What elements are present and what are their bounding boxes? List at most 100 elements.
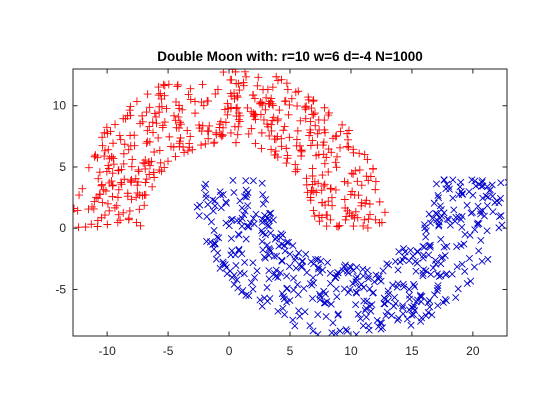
class-a-plus-marker — [360, 150, 369, 159]
class-a-plus-marker — [145, 137, 154, 146]
class-a-plus-marker — [297, 147, 306, 156]
class-a-plus-marker — [126, 102, 135, 111]
class-a-plus-marker — [144, 157, 153, 166]
class-a-plus-marker — [312, 188, 321, 197]
class-b-x-marker — [440, 209, 448, 217]
class-b-x-marker — [465, 254, 473, 262]
class-b-x-marker — [504, 178, 507, 186]
class-b-x-marker — [285, 262, 293, 270]
class-a-plus-marker — [343, 129, 352, 138]
class-b-x-marker — [365, 302, 374, 310]
class-b-x-marker — [258, 238, 266, 246]
class-a-plus-marker — [234, 115, 243, 124]
class-b-x-marker — [426, 241, 434, 249]
class-a-plus-marker — [211, 89, 220, 98]
class-a-plus-marker — [195, 121, 204, 130]
class-b-x-marker — [247, 279, 256, 287]
class-a-plus-marker — [140, 159, 149, 168]
class-b-x-marker — [359, 265, 367, 273]
class-b-x-marker — [425, 296, 433, 304]
class-a-plus-marker — [309, 206, 318, 215]
class-a-plus-marker — [186, 132, 195, 141]
class-a-plus-marker — [132, 218, 141, 227]
class-a-plus-marker — [365, 199, 374, 208]
class-a-plus-marker — [110, 203, 119, 212]
class-a-plus-marker — [325, 108, 334, 117]
class-b-x-marker — [209, 196, 217, 204]
class-b-x-marker — [477, 182, 485, 190]
class-b-x-marker — [215, 234, 223, 242]
class-a-plus-marker — [322, 153, 331, 162]
class-b-x-marker — [281, 311, 289, 319]
class-a-plus-marker — [322, 210, 331, 219]
y-tick-label: 10 — [53, 99, 67, 113]
class-b-x-marker — [390, 293, 398, 301]
class-b-x-marker — [314, 311, 322, 319]
class-b-x-marker — [389, 281, 397, 289]
class-b-x-marker — [261, 254, 269, 262]
class-a-plus-marker — [321, 128, 330, 137]
class-b-x-marker — [477, 210, 485, 218]
class-a-plus-marker — [145, 103, 154, 112]
class-b-x-marker — [256, 296, 264, 304]
class-b-x-marker — [219, 260, 227, 268]
class-b-x-marker — [484, 255, 492, 263]
class-b-x-marker — [409, 304, 417, 312]
class-a-plus-marker — [117, 180, 126, 189]
class-b-x-marker — [435, 221, 443, 229]
class-b-x-marker — [264, 297, 272, 305]
class-a-plus-marker — [133, 181, 142, 190]
class-a-plus-marker — [301, 103, 310, 112]
class-b-x-marker — [242, 186, 250, 194]
class-a-plus-marker — [107, 152, 116, 161]
class-b-x-marker — [380, 300, 388, 308]
class-b-x-marker — [334, 311, 342, 319]
class-a-plus-marker — [176, 133, 185, 142]
class-b-x-marker — [274, 307, 282, 315]
class-b-x-marker — [308, 281, 316, 289]
class-a-plus-marker — [216, 117, 225, 126]
class-b-x-marker — [495, 213, 503, 221]
class-b-x-marker — [207, 218, 215, 226]
class-a-plus-marker — [375, 218, 384, 227]
class-a-plus-marker — [371, 177, 380, 186]
class-b-x-marker — [419, 254, 427, 262]
class-a-plus-marker — [204, 134, 213, 143]
class-a-plus-marker — [344, 143, 353, 152]
class-b-x-marker — [273, 233, 281, 241]
class-a-plus-marker — [340, 177, 349, 186]
class-b-x-marker — [327, 300, 335, 308]
class-b-x-marker — [227, 234, 235, 242]
class-b-x-marker — [363, 297, 371, 305]
class-a-plus-marker — [104, 161, 113, 170]
class-a-plus-marker — [357, 181, 366, 190]
class-b-x-marker — [341, 261, 349, 269]
class-a-plus-marker — [115, 131, 124, 140]
axes-box — [72, 68, 508, 337]
class-a-plus-marker — [123, 189, 132, 198]
class-b-x-marker — [316, 290, 324, 298]
class-b-x-marker — [483, 227, 491, 235]
class-b-x-marker — [233, 276, 241, 284]
class-b-x-marker — [477, 236, 485, 244]
class-b-x-marker — [332, 274, 340, 282]
class-b-x-marker — [249, 259, 257, 267]
class-b-x-marker — [428, 311, 436, 319]
class-b-x-marker — [453, 263, 461, 271]
class-a-plus-marker — [324, 167, 333, 176]
class-b-x-marker — [489, 192, 497, 200]
class-b-x-marker — [211, 197, 219, 205]
class-b-x-marker — [344, 288, 352, 297]
class-a-plus-marker — [221, 105, 230, 114]
class-b-x-marker — [359, 272, 367, 280]
x-tick-label: 5 — [287, 344, 294, 358]
class-b-x-marker — [303, 268, 311, 277]
class-b-x-marker — [312, 255, 320, 263]
class-b-x-marker — [269, 216, 277, 224]
class-a-plus-marker — [244, 129, 253, 138]
class-a-plus-marker — [98, 198, 107, 207]
class-b-x-marker — [412, 267, 420, 275]
class-b-x-marker — [267, 209, 275, 217]
class-a-plus-marker — [351, 207, 360, 216]
class-b-x-marker — [467, 209, 475, 217]
